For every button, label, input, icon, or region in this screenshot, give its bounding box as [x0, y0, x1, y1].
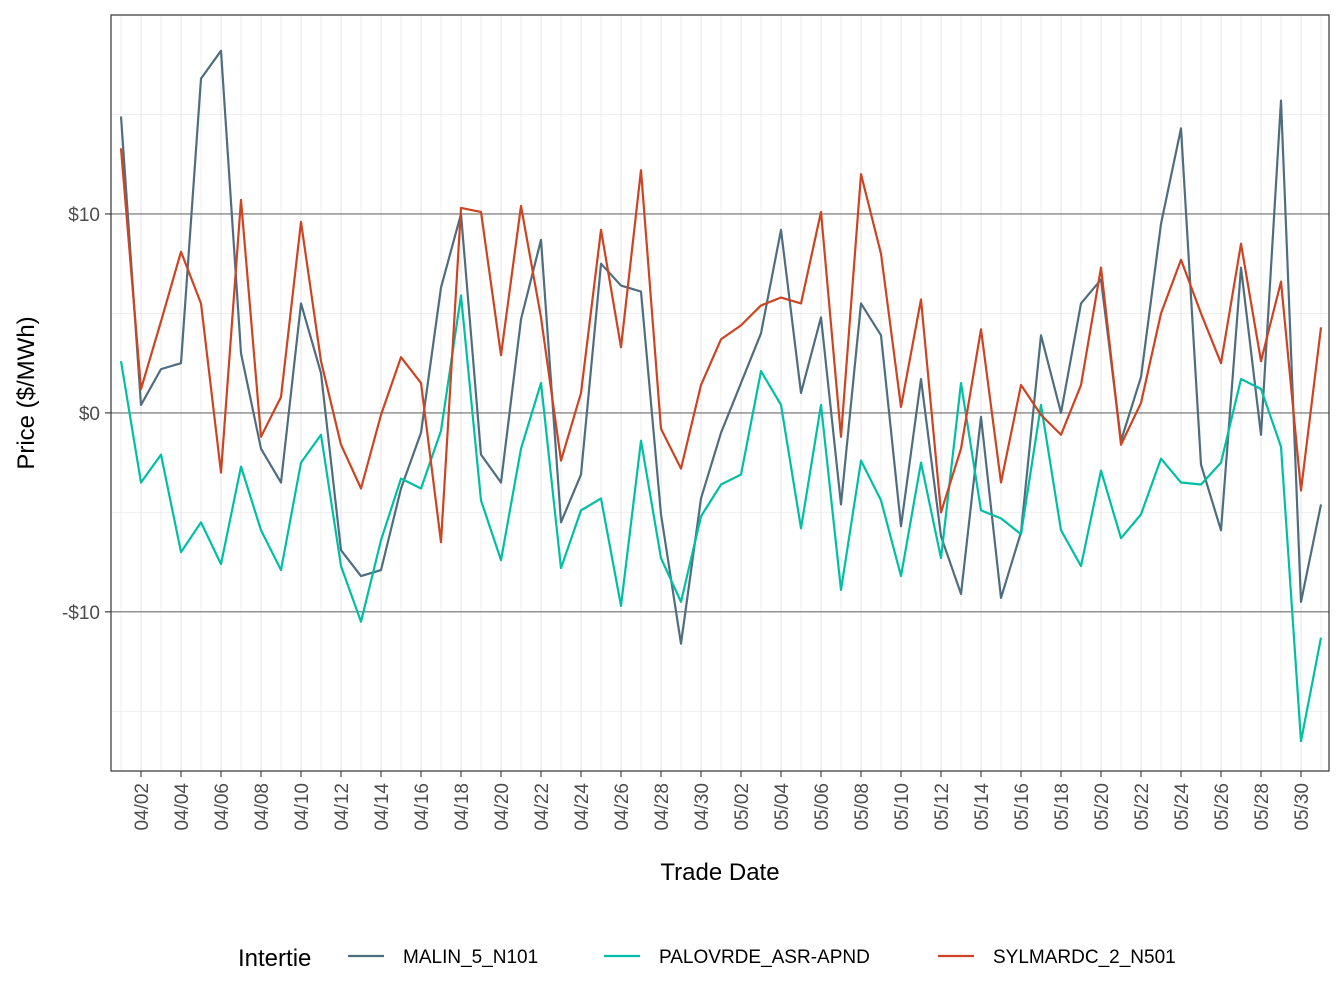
- x-tick-label: 04/30: [692, 783, 713, 831]
- legend-label-2: SYLMARDC_2_N501: [993, 947, 1176, 968]
- x-tick-label: 04/22: [532, 783, 553, 831]
- y-axis-title: Price ($/MWh): [13, 316, 40, 469]
- x-tick-label: 04/02: [132, 783, 153, 831]
- x-tick-label: 04/24: [572, 783, 593, 831]
- x-tick-label: 05/10: [892, 783, 913, 831]
- x-tick-label: 04/28: [652, 783, 673, 831]
- legend-label-0: MALIN_5_N101: [403, 947, 538, 968]
- x-tick-label: 05/18: [1052, 783, 1073, 831]
- x-tick-label: 04/20: [492, 783, 513, 831]
- x-tick-label: 05/12: [932, 783, 953, 831]
- x-tick-label: 05/16: [1012, 783, 1033, 831]
- y-axis: $10 $0 -$10: [62, 205, 111, 624]
- x-tick-label: 05/14: [972, 783, 993, 831]
- legend-title: Intertie: [238, 945, 311, 972]
- plot-panel-border: [110, 14, 1330, 772]
- y-tick-label: $10: [68, 205, 100, 226]
- x-tick-label: 04/06: [212, 783, 233, 831]
- x-tick-label: 05/02: [732, 783, 753, 831]
- x-axis: 04/02 04/04 04/06 04/08 04/10 04/12 04/14 04/16…: [132, 771, 1313, 831]
- x-tick-label: 05/22: [1132, 783, 1153, 831]
- minor-gridlines: [111, 15, 1329, 771]
- major-gridlines: [111, 15, 1329, 771]
- x-tick-label: 05/08: [852, 783, 873, 831]
- x-tick-label: 05/26: [1212, 783, 1233, 831]
- series-line-1: [119, 294, 1323, 743]
- plot-panel: [110, 14, 1330, 772]
- x-tick-label: 04/08: [252, 783, 273, 831]
- x-tick-label: 04/14: [372, 783, 393, 831]
- x-tick-label: 05/04: [772, 783, 793, 831]
- x-tick-label: 04/26: [612, 783, 633, 831]
- legend-items: MALIN_5_N101 PALOVRDE_ASR-APND SYLMARDC_2_…: [348, 947, 1176, 968]
- y-tick-label: $0: [79, 404, 100, 425]
- x-tick-label: 05/24: [1172, 783, 1193, 831]
- x-tick-label: 04/10: [292, 783, 313, 831]
- x-axis-title: Trade Date: [660, 859, 779, 886]
- series-lines: [119, 49, 1323, 743]
- x-tick-label: 05/20: [1092, 783, 1113, 831]
- x-tick-label: 05/30: [1292, 783, 1313, 831]
- x-tick-label: 04/16: [412, 783, 433, 831]
- legend: Intertie MALIN_5_N101 PALOVRDE_ASR-APND SY…: [238, 945, 1176, 972]
- series-line-2: [119, 148, 1323, 544]
- x-tick-label: 05/06: [812, 783, 833, 831]
- x-tick-label: 05/28: [1252, 783, 1273, 831]
- legend-label-1: PALOVRDE_ASR-APND: [659, 947, 870, 968]
- x-tick-label: 04/12: [332, 783, 353, 831]
- plot-panel-background: [111, 15, 1329, 771]
- x-tick-label: 04/18: [452, 783, 473, 831]
- y-tick-label: -$10: [62, 603, 100, 624]
- x-tick-label: 04/04: [172, 783, 193, 831]
